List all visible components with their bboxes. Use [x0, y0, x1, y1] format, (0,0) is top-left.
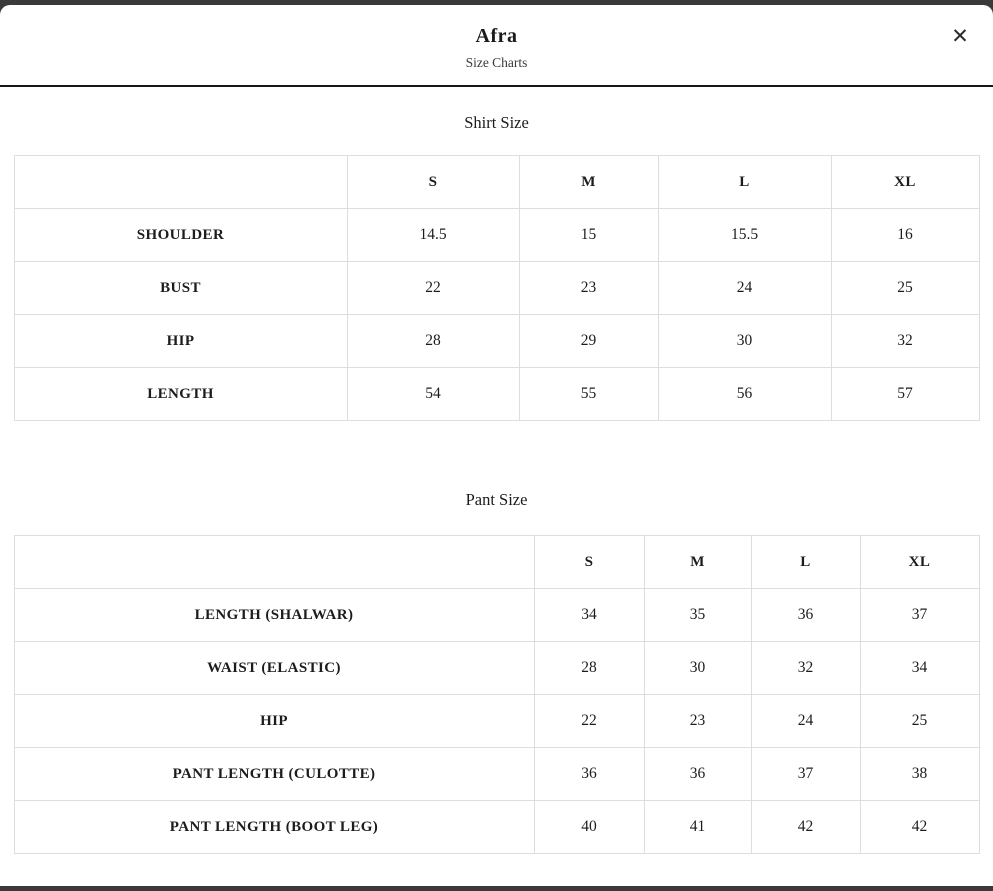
- measurement-value: 25: [830, 261, 980, 315]
- measurement-value: 34: [859, 641, 980, 695]
- size-charts-modal: Afra Size Charts ✕ Shirt Size S M L XL SHOUL…: [0, 5, 993, 886]
- measurement-label: HIP: [13, 694, 535, 748]
- measurement-value: 23: [518, 261, 659, 315]
- measurement-value: 14.5: [346, 208, 520, 262]
- measurement-value: 36: [533, 747, 645, 801]
- table-row: LENGTH (SHALWAR) 34 35 36 37: [13, 588, 980, 642]
- measurement-label: WAIST (ELASTIC): [13, 641, 535, 695]
- measurement-value: 42: [750, 800, 861, 854]
- measurement-value: 24: [750, 694, 861, 748]
- measurement-value: 15.5: [657, 208, 832, 262]
- modal-subtitle: Size Charts: [465, 55, 528, 70]
- close-button[interactable]: ✕: [943, 19, 977, 53]
- measurement-label: LENGTH (SHALWAR): [13, 588, 535, 642]
- measurement-value: 28: [346, 314, 520, 368]
- measurement-value: 15: [518, 208, 659, 262]
- measurement-value: 30: [643, 641, 752, 695]
- measurement-value: 23: [643, 694, 752, 748]
- measurement-value: 16: [830, 208, 980, 262]
- table-row: PANT LENGTH (CULOTTE) 36 36 37 38: [13, 747, 980, 801]
- table-row: PANT LENGTH (BOOT LEG) 40 41 42 42: [13, 800, 980, 854]
- size-column-header: M: [643, 535, 752, 589]
- table-row: HIP 28 29 30 32: [13, 314, 980, 368]
- size-header-row: S M L XL: [13, 535, 980, 589]
- measurement-value: 28: [533, 641, 645, 695]
- measurement-value: 24: [657, 261, 832, 315]
- table-row: LENGTH 54 55 56 57: [13, 367, 980, 421]
- corner-cell: [13, 535, 535, 589]
- measurement-value: 32: [750, 641, 861, 695]
- measurement-value: 38: [859, 747, 980, 801]
- size-column-header: S: [533, 535, 645, 589]
- size-column-header: XL: [830, 155, 980, 209]
- measurement-value: 56: [657, 367, 832, 421]
- measurement-value: 42: [859, 800, 980, 854]
- size-column-header: XL: [859, 535, 980, 589]
- measurement-label: BUST: [13, 261, 348, 315]
- measurement-value: 36: [643, 747, 752, 801]
- close-icon: ✕: [951, 24, 969, 48]
- corner-cell: [13, 155, 348, 209]
- table-row: HIP 22 23 24 25: [13, 694, 980, 748]
- measurement-value: 22: [346, 261, 520, 315]
- modal-header: Afra Size Charts ✕: [0, 5, 993, 87]
- table-row: WAIST (ELASTIC) 28 30 32 34: [13, 641, 980, 695]
- measurement-value: 41: [643, 800, 752, 854]
- measurement-value: 57: [830, 367, 980, 421]
- measurement-value: 29: [518, 314, 659, 368]
- shirt-size-title: Shirt Size: [464, 113, 529, 132]
- size-header-row: S M L XL: [13, 155, 980, 209]
- measurement-label: SHOULDER: [13, 208, 348, 262]
- measurement-value: 25: [859, 694, 980, 748]
- measurement-label: HIP: [13, 314, 348, 368]
- shirt-size-table: S M L XL SHOULDER 14.5 15 15.5 16 BUST 22 23 24 25 HIP…: [13, 155, 980, 421]
- table-row: SHOULDER 14.5 15 15.5 16: [13, 208, 980, 262]
- table-row: BUST 22 23 24 25: [13, 261, 980, 315]
- modal-title: Afra: [475, 25, 518, 47]
- size-column-header: M: [518, 155, 659, 209]
- measurement-label: PANT LENGTH (BOOT LEG): [13, 800, 535, 854]
- measurement-value: 34: [533, 588, 645, 642]
- size-column-header: S: [346, 155, 520, 209]
- size-column-header: L: [657, 155, 832, 209]
- pant-size-title: Pant Size: [465, 490, 528, 509]
- measurement-value: 54: [346, 367, 520, 421]
- measurement-value: 40: [533, 800, 645, 854]
- measurement-value: 37: [750, 747, 861, 801]
- measurement-value: 32: [830, 314, 980, 368]
- measurement-value: 35: [643, 588, 752, 642]
- size-column-header: L: [750, 535, 861, 589]
- measurement-value: 36: [750, 588, 861, 642]
- measurement-label: LENGTH: [13, 367, 348, 421]
- measurement-value: 30: [657, 314, 832, 368]
- measurement-label: PANT LENGTH (CULOTTE): [13, 747, 535, 801]
- pant-size-table: S M L XL LENGTH (SHALWAR) 34 35 36 37 WAIST (ELAS…: [13, 535, 980, 854]
- measurement-value: 37: [859, 588, 980, 642]
- measurement-value: 55: [518, 367, 659, 421]
- measurement-value: 22: [533, 694, 645, 748]
